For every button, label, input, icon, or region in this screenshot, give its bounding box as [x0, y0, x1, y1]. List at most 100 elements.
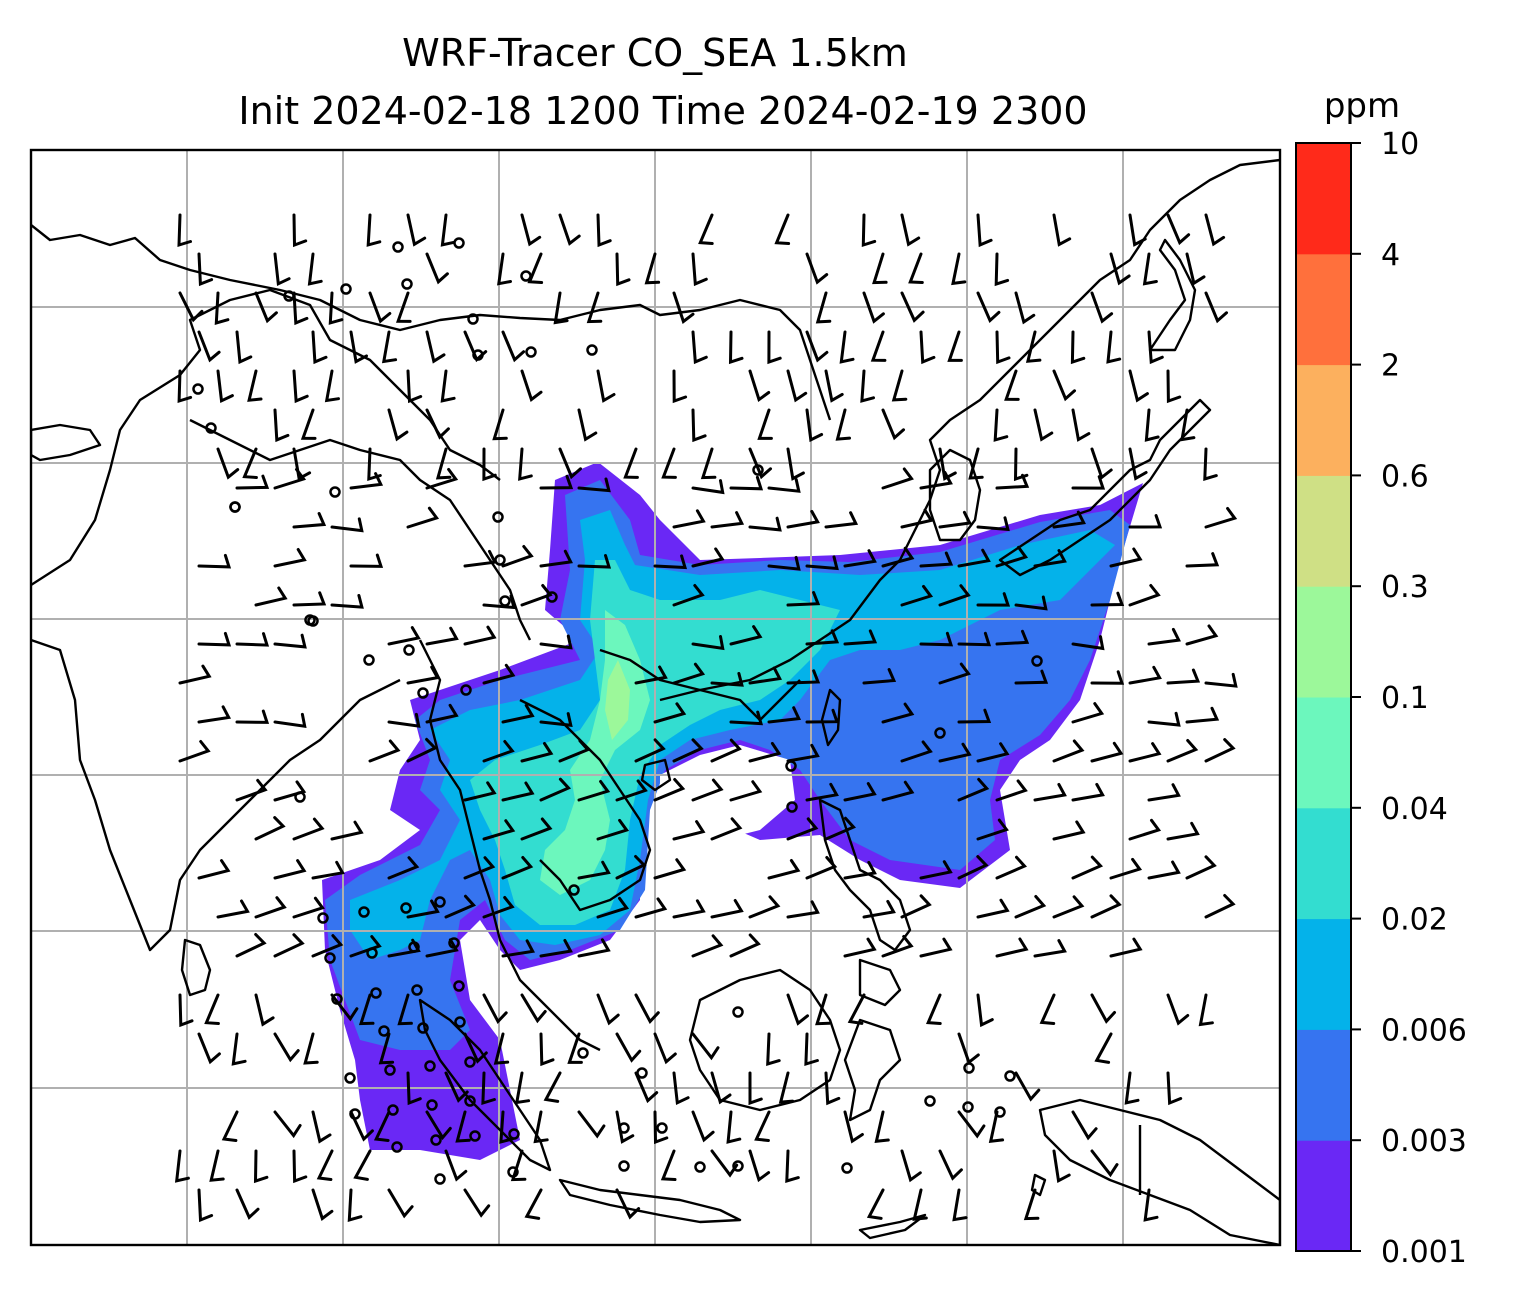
wind-barb: [197, 330, 221, 363]
calm-wind-marker: [508, 1128, 520, 1140]
wind-barb: [891, 369, 908, 402]
colorbar-unit: ppm: [1324, 86, 1400, 126]
colorbar-tick-label: 0.1: [1381, 681, 1429, 716]
wind-barb: [292, 591, 327, 607]
wind-barb: [995, 545, 1029, 568]
wind-barb: [824, 816, 857, 841]
wind-barb: [634, 897, 668, 919]
wind-barb: [976, 818, 1009, 841]
wind-barb: [1185, 552, 1220, 568]
wind-barb: [786, 817, 819, 841]
wind-barb: [273, 408, 290, 443]
wind-barb: [919, 551, 954, 568]
coast-java: [558, 1178, 742, 1224]
colorbar-tick-label: 0.02: [1381, 903, 1448, 938]
calm-wind-marker: [492, 511, 504, 523]
wind-barb: [861, 213, 877, 248]
coast-philippines: [818, 798, 912, 1007]
wind-barb: [976, 993, 994, 1028]
wind-barb: [242, 447, 258, 479]
wind-barb: [874, 1110, 890, 1144]
wind-barb: [520, 817, 553, 841]
wind-barb: [1124, 1071, 1140, 1105]
wind-barb: [847, 993, 866, 1025]
wind-barb: [387, 1188, 414, 1219]
wind-barb: [292, 291, 309, 326]
wind-barb: [316, 1149, 334, 1181]
wind-barb: [406, 1071, 422, 1106]
wind-barb: [330, 993, 359, 1022]
wind-barb: [710, 738, 742, 763]
wind-barb: [1166, 739, 1199, 763]
calm-wind-marker: [384, 1064, 396, 1076]
wind-barb: [786, 591, 821, 607]
wind-barb: [866, 1188, 885, 1220]
wind-barb: [952, 1188, 968, 1222]
wind-barb: [425, 330, 446, 364]
wind-barb: [900, 213, 921, 247]
wind-barb: [1052, 895, 1085, 919]
wind-barb: [440, 213, 456, 247]
calm-wind-marker: [403, 644, 415, 656]
plume-level-01: [605, 660, 630, 740]
map-frame: [29, 148, 1282, 1247]
wind-barb: [273, 252, 291, 287]
wind-barb: [995, 937, 1029, 958]
wind-barb: [805, 408, 824, 443]
wind-barb: [1090, 591, 1125, 607]
wind-barb: [177, 369, 193, 404]
wind-barb: [425, 252, 449, 285]
wind-barb: [748, 516, 782, 532]
wind-barb: [700, 447, 717, 480]
wind-barb: [501, 856, 534, 880]
wind-barb: [786, 993, 809, 1026]
wind-barb: [938, 662, 971, 685]
wind-barb: [957, 1032, 980, 1065]
wind-barb: [482, 740, 515, 763]
wind-barb: [623, 447, 639, 479]
colorbar-segment: [1296, 364, 1351, 476]
wind-barb: [330, 517, 364, 533]
wind-barb: [691, 408, 707, 443]
colorbar-tick-label: 0.003: [1381, 1124, 1467, 1159]
wind-barb: [805, 782, 839, 802]
coastlines: [31, 158, 1280, 1245]
wind-barb: [347, 1188, 363, 1223]
wind-barb: [1090, 993, 1116, 1024]
colorbar: ppm 0.001 0.003 0.006 0.02 0.04 0.1 0.3 0.6 2 4 10: [1295, 86, 1467, 1270]
wind-barb: [482, 896, 515, 919]
wind-barb: [1204, 738, 1236, 763]
wind-barb: [839, 330, 855, 364]
wind-barb: [178, 664, 212, 685]
wind-barb: [1070, 330, 1086, 365]
wind-barb: [520, 742, 554, 763]
wind-barb: [311, 1110, 332, 1144]
wind-barb: [520, 584, 553, 607]
coast-island-north: [31, 423, 102, 462]
wind-barb: [518, 447, 533, 481]
wind-barb: [425, 626, 459, 646]
wind-barb: [387, 712, 421, 728]
wind-barb: [672, 820, 706, 841]
wind-barb: [406, 665, 440, 685]
wind-barb: [520, 993, 547, 1024]
calm-wind-marker: [525, 346, 537, 358]
wind-barb: [216, 899, 250, 919]
wind-barb: [1128, 514, 1163, 529]
wind-barb: [533, 1110, 549, 1144]
wind-barb: [553, 291, 569, 325]
wind-barb: [482, 594, 516, 610]
wind-barb: [254, 291, 278, 324]
wind-barb: [501, 781, 535, 802]
wind-barb: [387, 938, 421, 958]
wind-barb: [919, 937, 953, 958]
colorbar-tick-label: 0.04: [1381, 792, 1448, 827]
wind-barb: [938, 742, 972, 763]
wind-barb: [938, 584, 971, 607]
wind-barb: [957, 777, 990, 802]
calm-wind-marker: [464, 1095, 476, 1107]
colorbar-tick-label: 0.3: [1381, 570, 1429, 605]
wind-barb: [1185, 624, 1219, 646]
wind-barb: [766, 1032, 781, 1067]
wind-barb: [672, 584, 705, 607]
